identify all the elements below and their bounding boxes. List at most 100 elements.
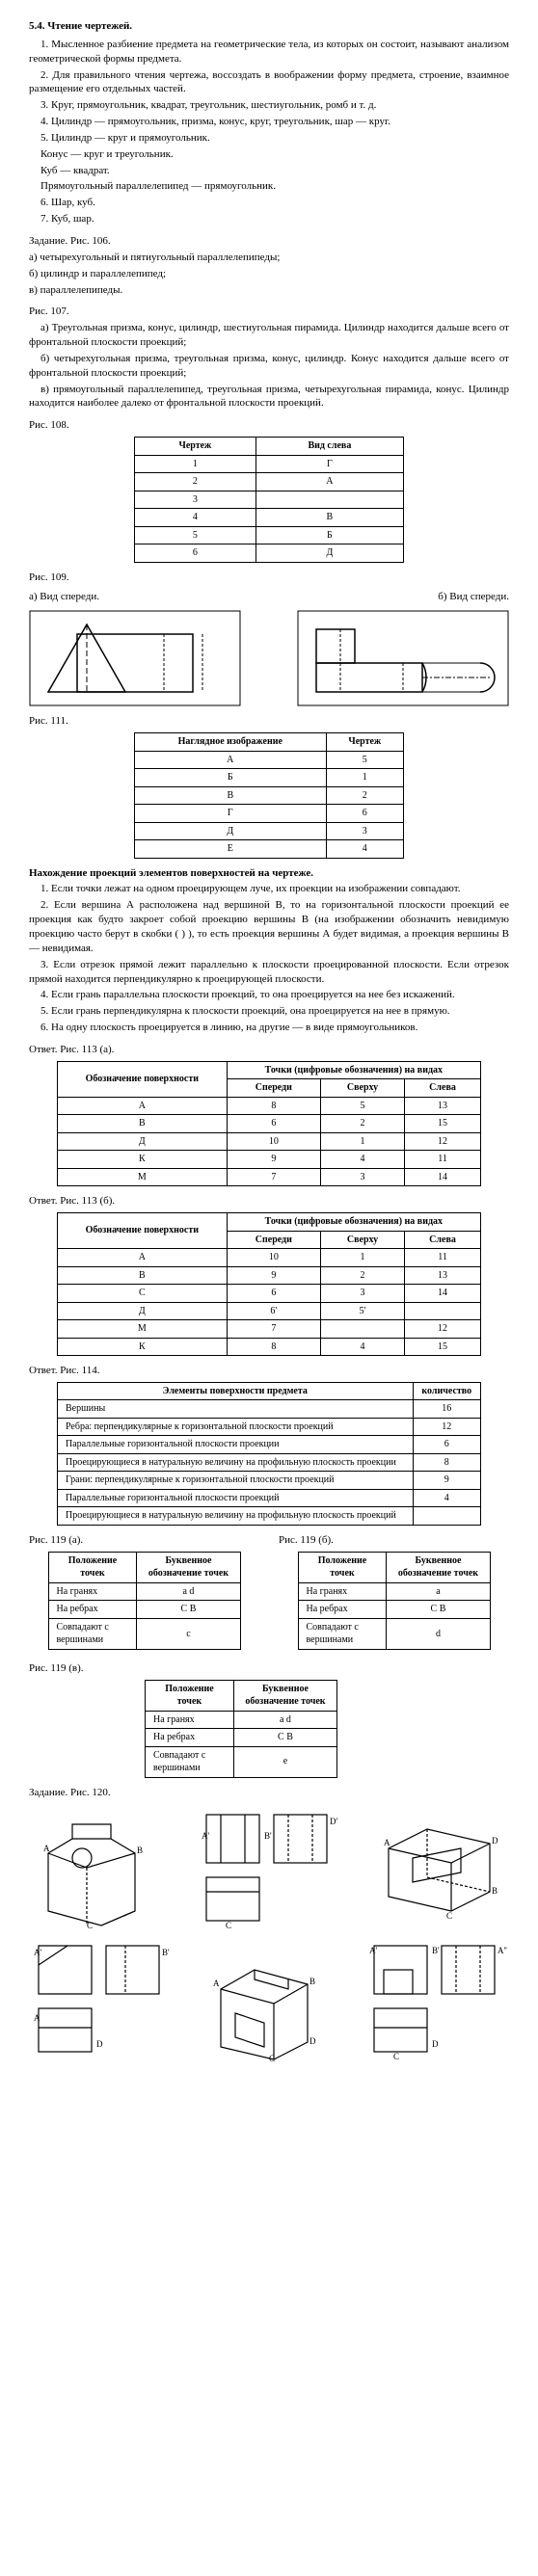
task-106: Задание. Рис. 106. а) четырехугольный и … <box>29 234 509 297</box>
cell: a d <box>233 1711 336 1729</box>
intro-6: 6. Шар, куб. <box>29 196 509 210</box>
task107-b: б) четырехугольная призма, треугольная п… <box>29 352 509 381</box>
fig-109a-svg <box>29 610 241 706</box>
cell <box>413 1507 480 1526</box>
intro-block: 1. Мысленное разбиение предмета на геоме… <box>29 38 509 226</box>
cell: 14 <box>405 1168 481 1186</box>
cell: C B <box>137 1601 240 1619</box>
intro-5c: Прямоугольный параллелепипед — прямоугол… <box>29 179 509 194</box>
cell: 4 <box>321 1338 405 1356</box>
svg-text:A: A <box>384 1838 390 1847</box>
cell: К <box>58 1338 228 1356</box>
cell: 3 <box>135 491 256 509</box>
cell: Совпадают с вершинами <box>298 1618 387 1649</box>
cell: 9 <box>227 1266 320 1285</box>
cell: 16 <box>413 1400 480 1419</box>
svg-text:A': A' <box>369 1946 377 1955</box>
t119v-heading: Рис. 119 (в). <box>29 1661 509 1676</box>
th: количество <box>413 1382 480 1400</box>
cell: Б <box>256 526 403 544</box>
intro-5b: Куб — квадрат. <box>29 164 509 178</box>
task120-heading: Задание. Рис. 120. <box>29 1786 509 1800</box>
proj-3: 3. Если отрезок прямой лежит параллельно… <box>29 958 509 987</box>
cell: 8 <box>227 1338 320 1356</box>
fig-120-ortho1: A' B' D' C <box>197 1805 341 1930</box>
cell: 13 <box>405 1266 481 1285</box>
cell: А <box>256 473 403 491</box>
table-111: Наглядное изображениеЧертеж А5 Б1 В2 Г6 … <box>134 732 404 859</box>
task106-b: б) цилиндр и параллелепипед; <box>29 267 509 281</box>
cell: 4 <box>135 509 256 527</box>
cell: В <box>256 509 403 527</box>
cell: 2 <box>321 1266 405 1285</box>
task-119v: Рис. 119 (в). Положение точекБуквенное о… <box>29 1661 509 1778</box>
fig-120-row2: A' B' A D A B C D <box>29 1936 509 2061</box>
proj-5: 5. Если грань перпендикулярна к плоскост… <box>29 1004 509 1019</box>
cell: В <box>135 786 327 805</box>
task-107: Рис. 107. а) Треугольная призма, конус, … <box>29 305 509 411</box>
cell: 4 <box>326 840 403 859</box>
cell: Г <box>256 455 403 473</box>
task106-a: а) четырехугольный и пятиугольный паралл… <box>29 251 509 265</box>
cell: Совпадают с вершинами <box>48 1618 137 1649</box>
svg-text:D: D <box>432 2039 439 2049</box>
t109-b: б) Вид спереди. <box>438 590 509 604</box>
cell: 15 <box>405 1338 481 1356</box>
svg-text:A: A <box>213 1978 220 1988</box>
cell: Е <box>135 840 327 859</box>
cell: В <box>58 1266 228 1285</box>
cell: 9 <box>227 1151 320 1169</box>
th: Положение точек <box>298 1552 387 1582</box>
cell: 6 <box>227 1285 320 1303</box>
table-113a: Обозначение поверхности Точки (цифровые … <box>57 1061 481 1187</box>
cell: C B <box>233 1729 336 1747</box>
cell: 11 <box>405 1249 481 1267</box>
cell: 6 <box>135 544 256 563</box>
cell: 8 <box>413 1453 480 1472</box>
th: Положение точек <box>48 1552 137 1582</box>
svg-text:A: A <box>34 2013 40 2023</box>
cell: К <box>58 1151 228 1169</box>
cell: Параллельные горизонтальной плоскости пр… <box>58 1489 414 1507</box>
svg-text:A'': A'' <box>498 1946 507 1955</box>
th: Буквенное обозначение точек <box>387 1552 490 1582</box>
intro-4: 4. Цилиндр — прямоугольник, призма, кону… <box>29 115 509 129</box>
cell: e <box>233 1746 336 1777</box>
cell: Грани: перпендикулярные к горизонтальной… <box>58 1472 414 1490</box>
cell: 11 <box>405 1151 481 1169</box>
svg-text:D': D' <box>330 1817 337 1826</box>
svg-text:B': B' <box>264 1831 272 1841</box>
t108-c1: Вид слева <box>256 438 403 456</box>
table-119b: Положение точекБуквенное обозначение точ… <box>298 1552 491 1650</box>
cell: Б <box>135 769 327 787</box>
cell: 10 <box>227 1132 320 1151</box>
cell: 5 <box>326 751 403 769</box>
th: Положение точек <box>146 1680 234 1711</box>
th: Сверху <box>321 1079 405 1098</box>
task-119ab: Рис. 119 (а). Положение точекБуквенное о… <box>29 1533 509 1654</box>
th: Буквенное обозначение точек <box>137 1552 240 1582</box>
cell: А <box>58 1249 228 1267</box>
cell: 3 <box>321 1168 405 1186</box>
task107-a: а) Треугольная призма, конус, цилиндр, ш… <box>29 321 509 350</box>
cell: На ребрах <box>298 1601 387 1619</box>
cell: 1 <box>321 1249 405 1267</box>
th: Спереди <box>227 1231 320 1249</box>
th: Слева <box>405 1231 481 1249</box>
cell: М <box>58 1168 228 1186</box>
cell: На гранях <box>48 1582 137 1601</box>
cell: Параллельные горизонтальной плоскости пр… <box>58 1436 414 1454</box>
cell: А <box>58 1097 228 1115</box>
cell: 10 <box>227 1249 320 1267</box>
task107-c: в) прямоугольный параллелепипед, треугол… <box>29 383 509 412</box>
cell <box>405 1302 481 1320</box>
fig-109b-svg <box>297 610 509 706</box>
th: Наглядное изображение <box>135 733 327 752</box>
intro-5: 5. Цилиндр — круг и прямоугольник. <box>29 131 509 146</box>
t109-heading: Рис. 109. <box>29 571 509 585</box>
t119a-heading: Рис. 119 (а). <box>29 1533 259 1548</box>
cell: 5 <box>321 1097 405 1115</box>
fig-120-iso1: A B C <box>29 1805 164 1930</box>
cell: a <box>387 1582 490 1601</box>
fig-120-iso3: A B C D <box>202 1936 336 2061</box>
